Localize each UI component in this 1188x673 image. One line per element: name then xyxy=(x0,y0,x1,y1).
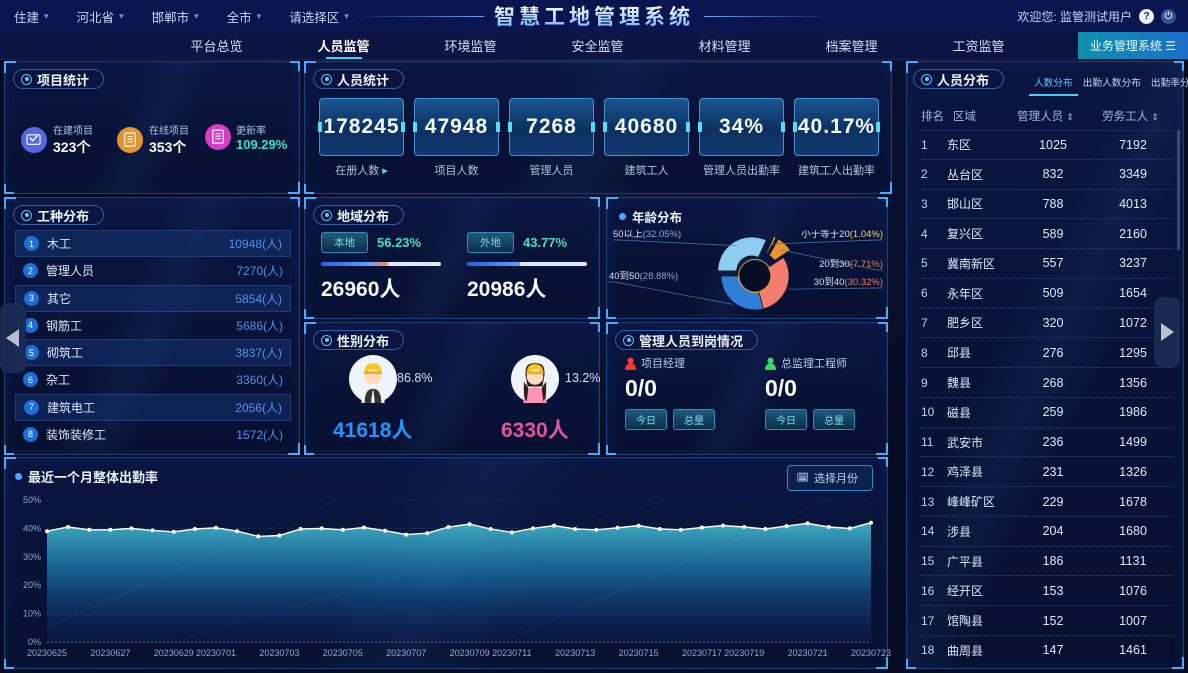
svg-text:20230627: 20230627 xyxy=(90,648,130,658)
svg-text:30%: 30% xyxy=(23,552,41,562)
svg-text:0%: 0% xyxy=(28,637,41,647)
svg-text:20230705: 20230705 xyxy=(323,648,363,658)
svg-text:50%: 50% xyxy=(23,495,41,505)
svg-text:40%: 40% xyxy=(23,523,41,533)
svg-text:20230719: 20230719 xyxy=(724,648,764,658)
svg-text:小于等于20(1.04%): 小于等于20(1.04%) xyxy=(801,230,883,240)
svg-text:20%: 20% xyxy=(23,580,41,590)
svg-text:20230709: 20230709 xyxy=(450,648,490,658)
svg-text:10%: 10% xyxy=(23,609,41,619)
svg-text:30到40(30.32%): 30到40(30.32%) xyxy=(814,276,883,288)
svg-text:20230721: 20230721 xyxy=(788,648,828,658)
svg-text:20到30(7.71%): 20到30(7.71%) xyxy=(819,258,883,270)
svg-text:20230703: 20230703 xyxy=(259,648,299,658)
svg-text:50以上(32.05%): 50以上(32.05%) xyxy=(613,230,681,240)
svg-text:20230707: 20230707 xyxy=(386,648,426,658)
svg-text:20230629: 20230629 xyxy=(154,648,194,658)
svg-text:20230701: 20230701 xyxy=(196,648,236,658)
svg-text:20230625: 20230625 xyxy=(27,648,67,658)
svg-text:20230711: 20230711 xyxy=(492,648,531,658)
svg-text:20230715: 20230715 xyxy=(619,648,659,658)
svg-text:40到50(28.88%): 40到50(28.88%) xyxy=(609,270,678,282)
svg-text:20230723: 20230723 xyxy=(851,648,891,658)
svg-text:20230713: 20230713 xyxy=(555,648,595,658)
svg-text:20230717: 20230717 xyxy=(682,648,722,658)
